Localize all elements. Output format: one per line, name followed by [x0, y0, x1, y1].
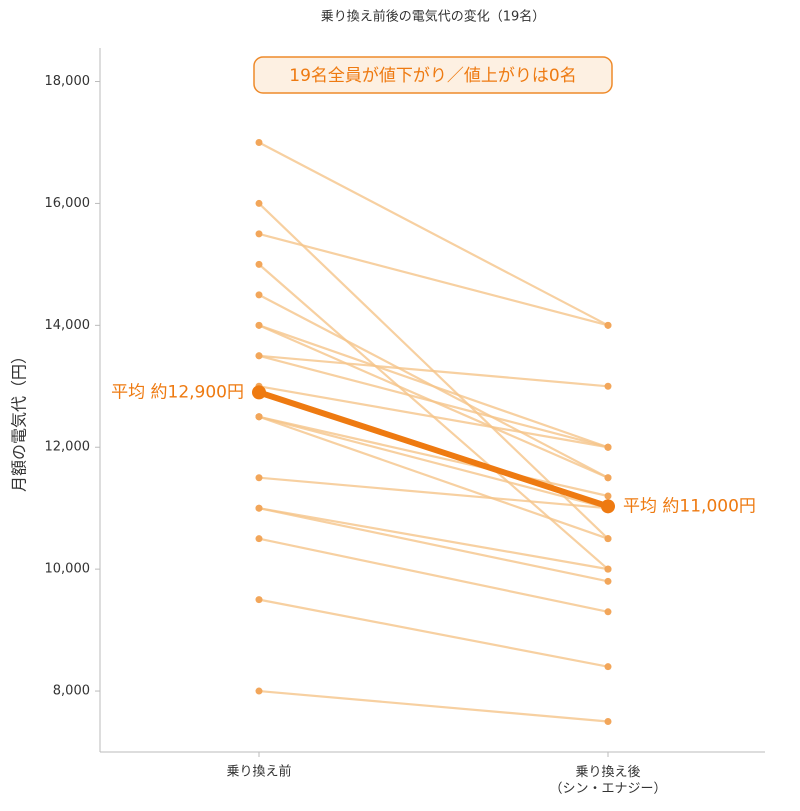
point: [255, 138, 263, 146]
point: [604, 492, 612, 500]
point: [255, 260, 263, 268]
y-tick-label: 14,000: [45, 318, 91, 333]
slope-line: [258, 507, 609, 583]
x-tick-label: 乗り換え後（シン・エナジー）: [549, 765, 666, 796]
point: [255, 474, 263, 482]
mean-label: 平均 約12,900円: [111, 382, 244, 402]
slope-line: [258, 537, 609, 613]
y-tick-label: 16,000: [45, 196, 91, 211]
slope-line: [258, 385, 609, 449]
point: [604, 474, 612, 482]
point: [604, 663, 612, 671]
annotation: 19名全員が値下がり／値上がりは0名: [289, 66, 576, 86]
point: [604, 443, 612, 451]
point: [255, 504, 263, 512]
y-axis-label: 月額の電気代（円）: [10, 348, 29, 492]
point: [604, 382, 612, 390]
slope-line: [258, 598, 609, 668]
slope-line: [258, 232, 609, 327]
point: [255, 535, 263, 543]
point: [604, 535, 612, 543]
x-tick-label: 乗り換え前: [226, 764, 291, 780]
point: [604, 565, 612, 573]
point: [255, 291, 263, 299]
y-tick-label: 8,000: [53, 684, 90, 699]
slope-line: [258, 476, 609, 510]
mean-point: [601, 499, 615, 514]
y-tick-label: 12,000: [45, 440, 91, 455]
slope-line: [258, 324, 609, 449]
slope-line: [258, 689, 609, 723]
point: [255, 413, 263, 421]
point: [255, 321, 263, 329]
point: [604, 608, 612, 616]
slope-line: [258, 415, 609, 510]
point: [604, 718, 612, 726]
slope-line: [258, 354, 609, 388]
chart-title: 乗り換え前後の電気代の変化（19名）: [321, 9, 546, 25]
point: [255, 352, 263, 360]
mean-line: [258, 389, 609, 510]
y-tick-label: 18,000: [45, 74, 91, 89]
slope-line: [258, 141, 609, 327]
slope-line: [258, 507, 609, 571]
point: [255, 230, 263, 238]
slope-line: [258, 354, 609, 449]
mean-label: 平均 約11,000円: [623, 496, 756, 516]
slope-line: [258, 415, 609, 498]
slope-line: [258, 415, 609, 540]
annotation-box: [253, 56, 613, 94]
point: [604, 321, 612, 329]
mean-point: [252, 385, 266, 400]
point: [255, 596, 263, 604]
point: [604, 577, 612, 585]
y-tick-label: 10,000: [45, 562, 91, 577]
point: [255, 687, 263, 695]
point: [255, 199, 263, 207]
